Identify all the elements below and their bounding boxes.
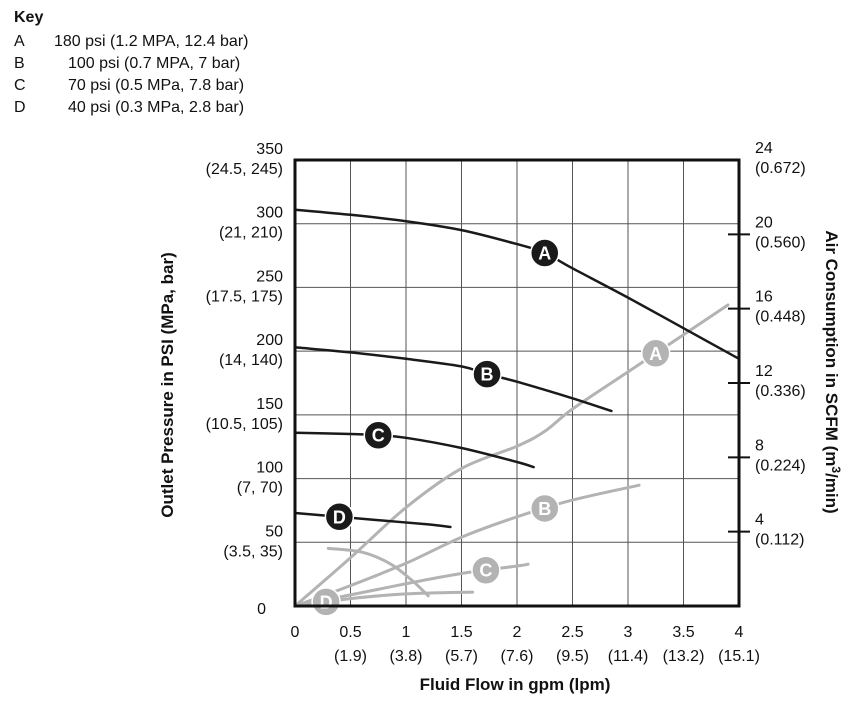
key-letter-c: C xyxy=(14,77,26,94)
air-badge-label: B xyxy=(538,499,551,519)
key-text-a: 180 psi (1.2 MPA, 12.4 bar) xyxy=(54,33,248,50)
pressure-line-b xyxy=(293,346,613,413)
y-tick-label: 100 xyxy=(256,460,283,477)
key-letter-b: B xyxy=(14,55,25,72)
key-entry-b: B 100 psi (0.7 MPA, 7 bar) xyxy=(14,55,240,72)
right-axis-ticks: 4 (0.112) 8 (0.224) 12 (0.336) 16 (0.448) 20 (0.5… xyxy=(728,140,806,549)
pressure-badge-label: D xyxy=(333,507,346,527)
y2-tick-label: 4 xyxy=(755,512,764,529)
y2-axis-title-main: Air Consumption in SCFM (m xyxy=(822,230,841,466)
air-badge-c: C xyxy=(471,555,501,585)
pressure-badge-c: C xyxy=(363,420,393,450)
pressure-badge-b: B xyxy=(472,359,502,389)
y2-axis-title-sup: 3 xyxy=(829,466,843,473)
x-tick-label: 1 xyxy=(402,624,411,641)
x-tick-label-lpm: (7.6) xyxy=(501,648,534,665)
key-entry-d: D 40 psi (0.3 MPa, 2.8 bar) xyxy=(14,99,244,116)
key-title: Key xyxy=(14,9,43,26)
x-axis-title: Fluid Flow in gpm (lpm) xyxy=(420,675,611,694)
x-tick-label: 0.5 xyxy=(339,624,361,641)
y2-tick-label: 24 xyxy=(755,140,773,157)
y2-tick-label-metric: (0.560) xyxy=(755,234,806,251)
air-badge-a: A xyxy=(641,338,671,369)
key-text-b: 100 psi (0.7 MPA, 7 bar) xyxy=(68,55,240,72)
x-tick-label-lpm: (5.7) xyxy=(445,648,478,665)
x-tick-label: 4 xyxy=(735,624,744,641)
air-badge-label: A xyxy=(649,344,662,364)
x-tick-label: 1.5 xyxy=(450,624,472,641)
y2-tick-label-metric: (0.224) xyxy=(755,457,806,474)
pressure-badge-label: C xyxy=(372,426,385,446)
air-badge-label: D xyxy=(320,592,333,612)
air-badge-circle xyxy=(641,338,671,369)
pressure-badge-label: B xyxy=(481,365,494,385)
y-tick-label: 250 xyxy=(256,268,283,285)
key: Key A 180 psi (1.2 MPA, 12.4 bar) B 100 … xyxy=(14,9,248,116)
y2-tick-label: 8 xyxy=(755,437,764,454)
y-tick-label-metric: (21, 210) xyxy=(219,225,283,242)
y2-axis-title-tail: /min) xyxy=(822,473,841,514)
x-tick-label-lpm: (15.1) xyxy=(718,648,760,665)
key-letter-d: D xyxy=(14,99,26,116)
x-tick-label-lpm: (9.5) xyxy=(556,648,589,665)
x-tick-label: 2 xyxy=(513,624,522,641)
x-tick-label-lpm: (11.4) xyxy=(608,648,649,665)
air-badge-b: B xyxy=(530,493,560,524)
y-tick-label: 350 xyxy=(256,141,283,158)
key-entry-c: C 70 psi (0.5 MPa, 7.8 bar) xyxy=(14,77,244,94)
y2-tick-label-metric: (0.448) xyxy=(755,309,806,326)
air-line-b xyxy=(293,483,641,608)
y-tick-label: 50 xyxy=(265,523,283,540)
pressure-badge-circle xyxy=(472,359,502,389)
pressure-badge-circle xyxy=(324,502,355,532)
y-tick-label: 150 xyxy=(256,396,283,413)
y-tick-label-metric: (24.5, 245) xyxy=(206,161,283,178)
y-tick-label-metric: (17.5, 175) xyxy=(206,288,283,305)
x-tick-label: 3.5 xyxy=(672,624,694,641)
pressure-badge-circle xyxy=(363,420,393,450)
tick-labels: 0 0.5 (1.9) 1 (3.8) 1.5 (5.7) 2 (7.6) 2.5 (9.5) 3 (1… xyxy=(206,141,760,665)
x-tick-label-lpm: (13.2) xyxy=(663,648,705,665)
key-entry-a: A 180 psi (1.2 MPA, 12.4 bar) xyxy=(14,33,248,50)
series: A B C D A B C D xyxy=(293,208,741,617)
x-tick-label: 0 xyxy=(291,624,300,641)
air-line-d xyxy=(326,546,430,598)
pressure-badge-label: A xyxy=(538,244,551,264)
y-tick-label-metric: (14, 140) xyxy=(219,352,283,369)
y-tick-label-metric: (3.5, 35) xyxy=(223,543,283,560)
pressure-line-d xyxy=(293,511,452,529)
air-badge-circle xyxy=(530,493,560,524)
pressure-badge-a: A xyxy=(530,238,560,268)
air-badge-circle xyxy=(471,555,501,585)
key-text-c: 70 psi (0.5 MPa, 7.8 bar) xyxy=(68,77,244,94)
y2-axis-title: Air Consumption in SCFM (m3/min) xyxy=(822,230,843,513)
y-axis-title: Outlet Pressure in PSI (MPa, bar) xyxy=(158,252,177,517)
x-tick-label: 3 xyxy=(624,624,633,641)
x-tick-label-lpm: (3.8) xyxy=(390,648,423,665)
air-line-c xyxy=(293,562,530,608)
y2-tick-label-metric: (0.672) xyxy=(755,160,806,177)
x-tick-label: 2.5 xyxy=(561,624,583,641)
pressure-badge-d: D xyxy=(324,502,355,532)
y-tick-label: 300 xyxy=(256,205,283,222)
y2-tick-label: 20 xyxy=(755,214,773,231)
air-badge-circle xyxy=(311,587,341,617)
key-letter-a: A xyxy=(14,33,25,50)
y2-tick-label: 12 xyxy=(755,363,773,380)
y-tick-label-metric: (10.5, 105) xyxy=(206,416,283,433)
x-tick-label-lpm: (1.9) xyxy=(334,648,367,665)
pressure-line-c xyxy=(293,431,535,469)
y2-tick-label: 16 xyxy=(755,289,773,306)
key-text-d: 40 psi (0.3 MPa, 2.8 bar) xyxy=(68,99,244,116)
pressure-badge-circle xyxy=(530,238,560,268)
air-badge-d: D xyxy=(311,587,341,617)
air-badge-label: C xyxy=(479,561,492,581)
y-tick-label: 0 xyxy=(257,601,266,618)
y2-tick-label-metric: (0.336) xyxy=(755,383,806,400)
y-tick-label: 200 xyxy=(256,332,283,349)
y2-tick-label-metric: (0.112) xyxy=(755,532,805,549)
y-tick-label-metric: (7, 70) xyxy=(237,480,283,497)
